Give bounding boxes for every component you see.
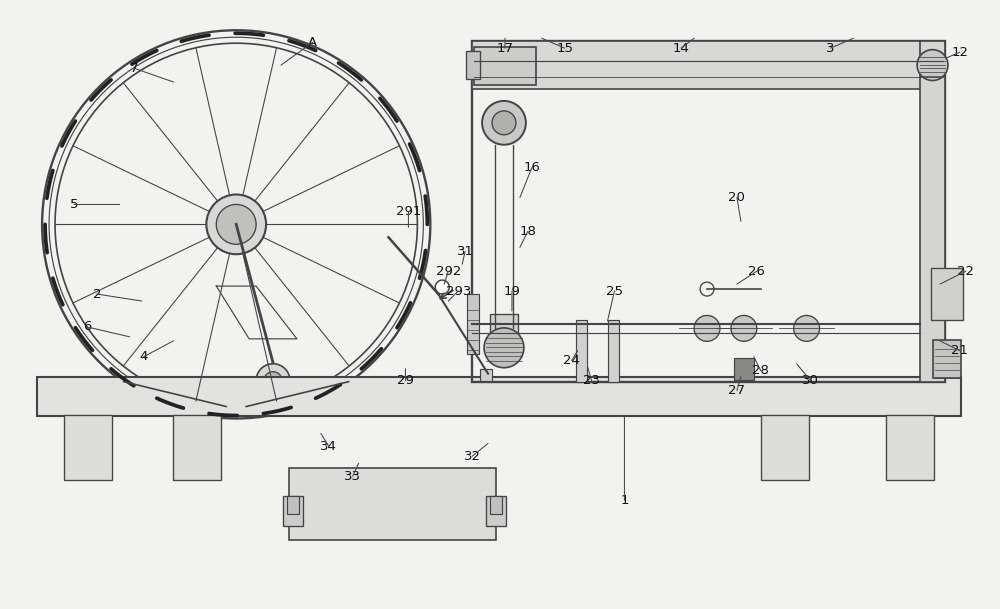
Bar [480, 368, 492, 381]
Text: 23: 23 [583, 374, 600, 387]
Circle shape [256, 364, 290, 398]
Bar [931, 268, 963, 320]
Bar [933, 340, 961, 378]
Text: 1: 1 [620, 494, 629, 507]
Bar [608, 320, 619, 382]
Bar [474, 47, 536, 85]
Text: 15: 15 [556, 41, 573, 55]
Text: 20: 20 [728, 191, 745, 204]
Circle shape [484, 328, 524, 368]
Text: 293: 293 [446, 284, 471, 298]
Text: 12: 12 [951, 46, 968, 58]
Circle shape [264, 371, 282, 390]
Bar [467, 294, 479, 354]
Text: A: A [308, 36, 317, 49]
Text: 31: 31 [457, 245, 474, 258]
Circle shape [206, 194, 266, 254]
Bar [472, 41, 945, 89]
Text: 4: 4 [139, 350, 148, 363]
Circle shape [435, 280, 449, 294]
Bar [920, 41, 945, 382]
Bar [64, 415, 112, 480]
Bar [486, 496, 506, 526]
Text: 19: 19 [504, 284, 520, 298]
Text: 21: 21 [951, 344, 968, 357]
Bar [490, 496, 502, 514]
Bar [490, 314, 518, 336]
Circle shape [216, 205, 256, 244]
Text: 6: 6 [83, 320, 91, 333]
Bar [576, 320, 587, 382]
Circle shape [694, 315, 720, 341]
Bar [173, 415, 221, 480]
Bar [761, 415, 809, 480]
Text: 22: 22 [957, 265, 974, 278]
Bar [289, 468, 496, 540]
Text: 34: 34 [320, 440, 337, 453]
Bar [283, 496, 303, 526]
Text: 29: 29 [397, 374, 414, 387]
Text: 33: 33 [344, 470, 361, 483]
Text: 25: 25 [606, 284, 623, 298]
Text: 7: 7 [129, 62, 138, 74]
Text: 3: 3 [826, 41, 835, 55]
Text: 17: 17 [496, 41, 513, 55]
Bar [37, 377, 961, 417]
Bar [472, 41, 945, 382]
Text: 27: 27 [728, 384, 745, 397]
Text: 14: 14 [673, 41, 690, 55]
Circle shape [482, 101, 526, 145]
Text: 5: 5 [70, 198, 78, 211]
Bar [734, 357, 754, 379]
Text: 291: 291 [396, 205, 421, 218]
Bar [287, 496, 299, 514]
Circle shape [492, 111, 516, 135]
Circle shape [731, 315, 757, 341]
Text: 26: 26 [748, 265, 765, 278]
Text: 16: 16 [523, 161, 540, 174]
Bar [886, 415, 934, 480]
Text: 2: 2 [93, 287, 101, 301]
Text: 30: 30 [802, 374, 819, 387]
Text: 32: 32 [464, 450, 481, 463]
Text: 292: 292 [436, 265, 461, 278]
Circle shape [794, 315, 820, 341]
Text: 18: 18 [519, 225, 536, 238]
Text: 24: 24 [563, 354, 580, 367]
Text: 28: 28 [752, 364, 769, 377]
Circle shape [917, 50, 948, 80]
Bar [466, 51, 480, 79]
